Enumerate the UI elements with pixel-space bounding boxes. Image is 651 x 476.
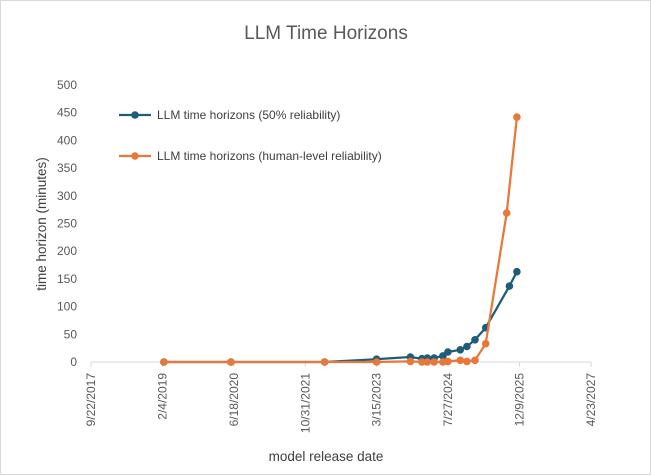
y-tick-label: 400 <box>57 133 77 147</box>
y-tick-label: 300 <box>57 189 77 203</box>
series-layer <box>160 113 521 366</box>
y-axis-title: time horizon (minutes) <box>34 157 49 291</box>
legend-swatch-marker <box>131 152 139 160</box>
data-point <box>227 358 235 366</box>
data-point <box>320 358 329 366</box>
y-tick-label: 250 <box>57 217 77 231</box>
x-tick-label: 7/27/2024 <box>441 373 455 427</box>
x-tick-label: 4/23/2027 <box>584 373 598 427</box>
y-tick-label: 350 <box>57 161 77 175</box>
data-point <box>471 356 479 365</box>
x-axis-title: model release date <box>269 449 384 464</box>
chart-title: LLM Time Horizons <box>244 23 408 44</box>
y-tick-label: 450 <box>57 106 77 120</box>
x-tick-label: 9/22/2017 <box>84 373 98 427</box>
legend-entry-label: LLM time horizons (human-level reliabili… <box>157 149 382 163</box>
y-tick-label: 100 <box>57 300 77 314</box>
data-point <box>513 113 521 121</box>
x-axis-ticks: 9/22/2017 2/4/2019 6/18/2020 10/31/2021 3/15… <box>84 362 598 433</box>
y-tick-label: 150 <box>57 272 77 286</box>
y-tick-label: 0 <box>70 355 77 369</box>
data-point <box>505 282 514 290</box>
legend-entry-label: LLM time horizons (50% reliability) <box>157 108 340 122</box>
y-tick-label: 500 <box>57 78 77 92</box>
data-point <box>418 358 426 366</box>
data-point <box>430 358 438 366</box>
data-point <box>456 356 465 365</box>
y-tick-label: 50 <box>64 327 78 341</box>
data-point <box>513 267 521 276</box>
legend: LLM time horizons (50% reliability) LLM t… <box>119 108 382 163</box>
y-tick-label: 200 <box>57 244 77 258</box>
series-1 <box>160 267 521 366</box>
data-point <box>406 357 415 366</box>
data-point <box>463 357 471 366</box>
series-line <box>163 116 519 364</box>
x-tick-label: 2/4/2019 <box>155 373 169 420</box>
data-point <box>372 358 381 366</box>
data-point <box>444 348 452 356</box>
data-point <box>502 209 511 217</box>
data-point <box>471 336 479 344</box>
x-tick-label: 10/31/2021 <box>298 373 312 433</box>
y-axis-ticks: 0 50 100 150 200 250 300 350 400 450 500 <box>57 78 77 369</box>
x-tick-label: 12/9/2025 <box>513 373 527 427</box>
data-point <box>481 339 490 348</box>
series-2 <box>160 113 521 366</box>
x-tick-label: 3/15/2023 <box>370 373 384 427</box>
data-point <box>456 346 465 354</box>
data-point <box>444 357 452 366</box>
data-point <box>423 358 432 366</box>
legend-swatch-marker <box>131 111 139 119</box>
data-point <box>463 342 471 351</box>
series-line <box>163 271 518 364</box>
data-point <box>160 358 168 366</box>
x-tick-label: 6/18/2020 <box>227 373 241 427</box>
